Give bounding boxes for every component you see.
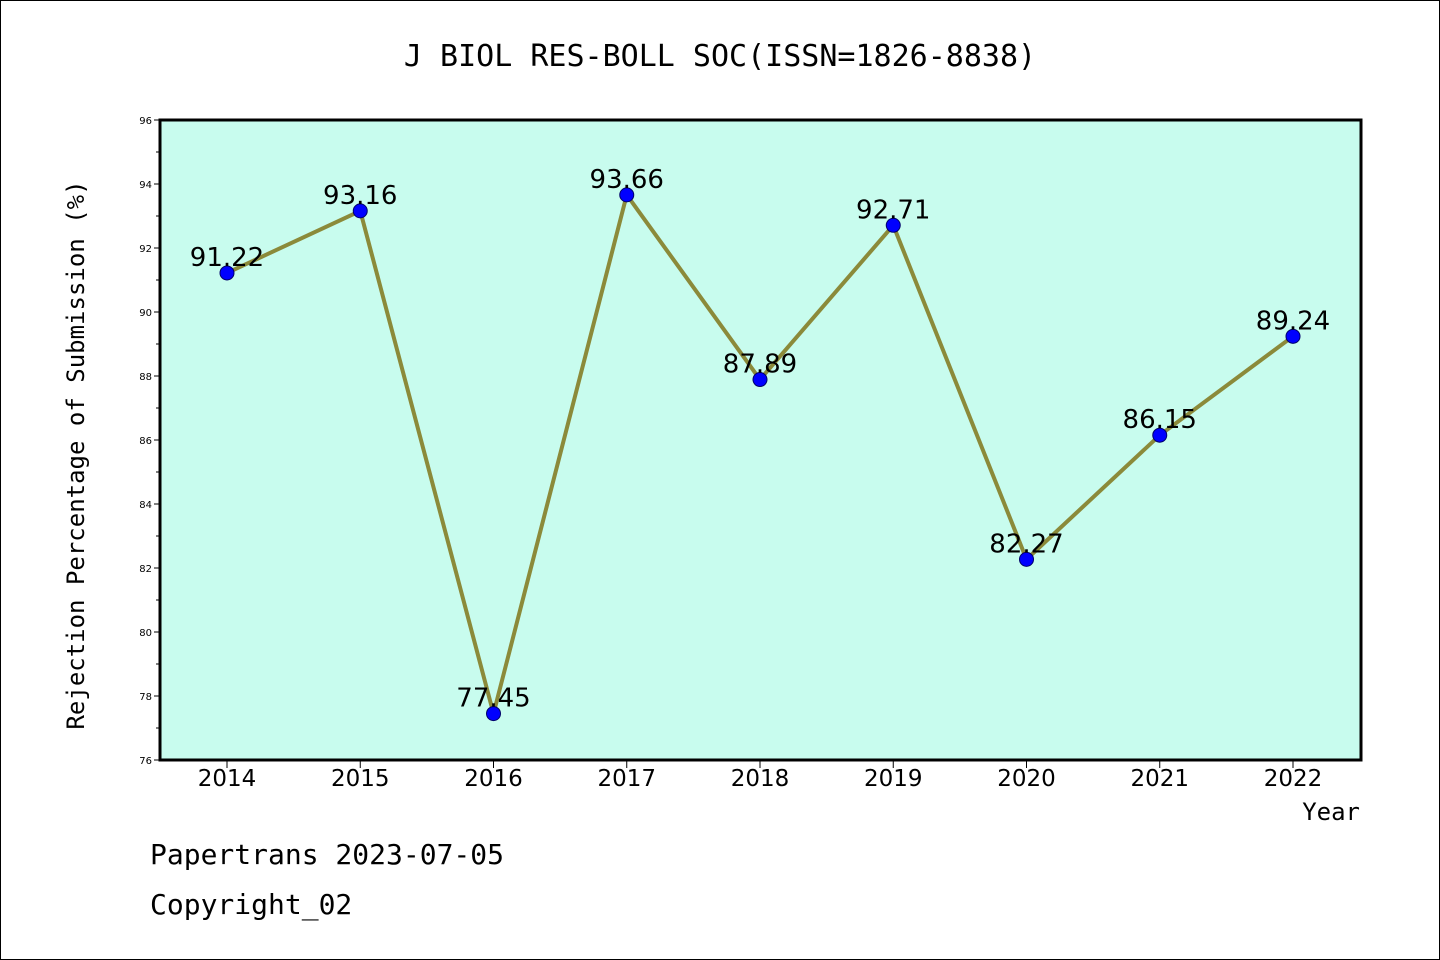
- chart-title: J BIOL RES-BOLL SOC(ISSN=1826-8838): [404, 39, 1036, 74]
- y-tick-label: 88: [139, 372, 152, 383]
- data-point: [1152, 427, 1168, 443]
- data-label: 89.24: [1256, 306, 1330, 336]
- data-label: 87.89: [723, 350, 797, 380]
- x-tick-label: 2017: [597, 766, 656, 792]
- x-tick-label: 2022: [1264, 766, 1323, 792]
- plot-area: [158, 118, 1363, 762]
- data-point: [752, 372, 768, 388]
- y-tick-label: 94: [139, 180, 152, 191]
- y-tick-label: 92: [139, 244, 152, 255]
- x-tick-label: 2016: [464, 766, 523, 792]
- data-label: 82.27: [989, 529, 1063, 559]
- x-axis-label: Year: [1302, 798, 1360, 826]
- data-label: 92.71: [856, 195, 930, 225]
- data-point: [219, 265, 235, 281]
- y-axis-label: Rejection Percentage of Submission (%): [62, 180, 90, 729]
- x-tick-label: 2015: [331, 766, 390, 792]
- y-tick-label: 84: [139, 500, 152, 511]
- data-label: 86.15: [1123, 405, 1197, 435]
- series-markers: [219, 187, 1301, 722]
- footer-copyright: Copyright_02: [150, 888, 352, 922]
- data-label: 91.22: [190, 243, 264, 273]
- data-point: [1285, 328, 1301, 344]
- x-tick-label: 2014: [198, 766, 257, 792]
- data-label: 93.16: [323, 181, 397, 211]
- x-tick-label: 2020: [997, 766, 1056, 792]
- y-tick-label: 86: [139, 436, 152, 447]
- data-point: [885, 217, 901, 233]
- y-tick-label: 96: [139, 116, 152, 127]
- data-labels: 91.22 93.16 77.45 93.66 87.89 92.71 82.27 86.15…: [190, 165, 1330, 714]
- y-tick-label: 90: [139, 308, 152, 319]
- data-label: 77.45: [456, 684, 530, 714]
- x-tick-label: 2019: [864, 766, 923, 792]
- footer-date: Papertrans 2023-07-05: [150, 838, 504, 871]
- data-point: [619, 187, 635, 203]
- y-tick-label: 80: [139, 628, 152, 639]
- x-tick-label: 2018: [731, 766, 790, 792]
- data-label: 93.66: [590, 165, 664, 195]
- data-point: [486, 706, 501, 722]
- y-axis: 76 78 80 82 84 86 88 90 92 94 96: [139, 116, 160, 767]
- data-point: [1019, 551, 1034, 567]
- y-tick-label: 76: [139, 756, 152, 767]
- y-tick-label: 82: [139, 564, 152, 575]
- x-axis: 2014 2015 2016 2017 2018 2019 2020 2021 2022: [198, 760, 1323, 792]
- x-tick-label: 2021: [1130, 766, 1189, 792]
- y-tick-label: 78: [139, 692, 152, 703]
- data-point: [352, 203, 368, 219]
